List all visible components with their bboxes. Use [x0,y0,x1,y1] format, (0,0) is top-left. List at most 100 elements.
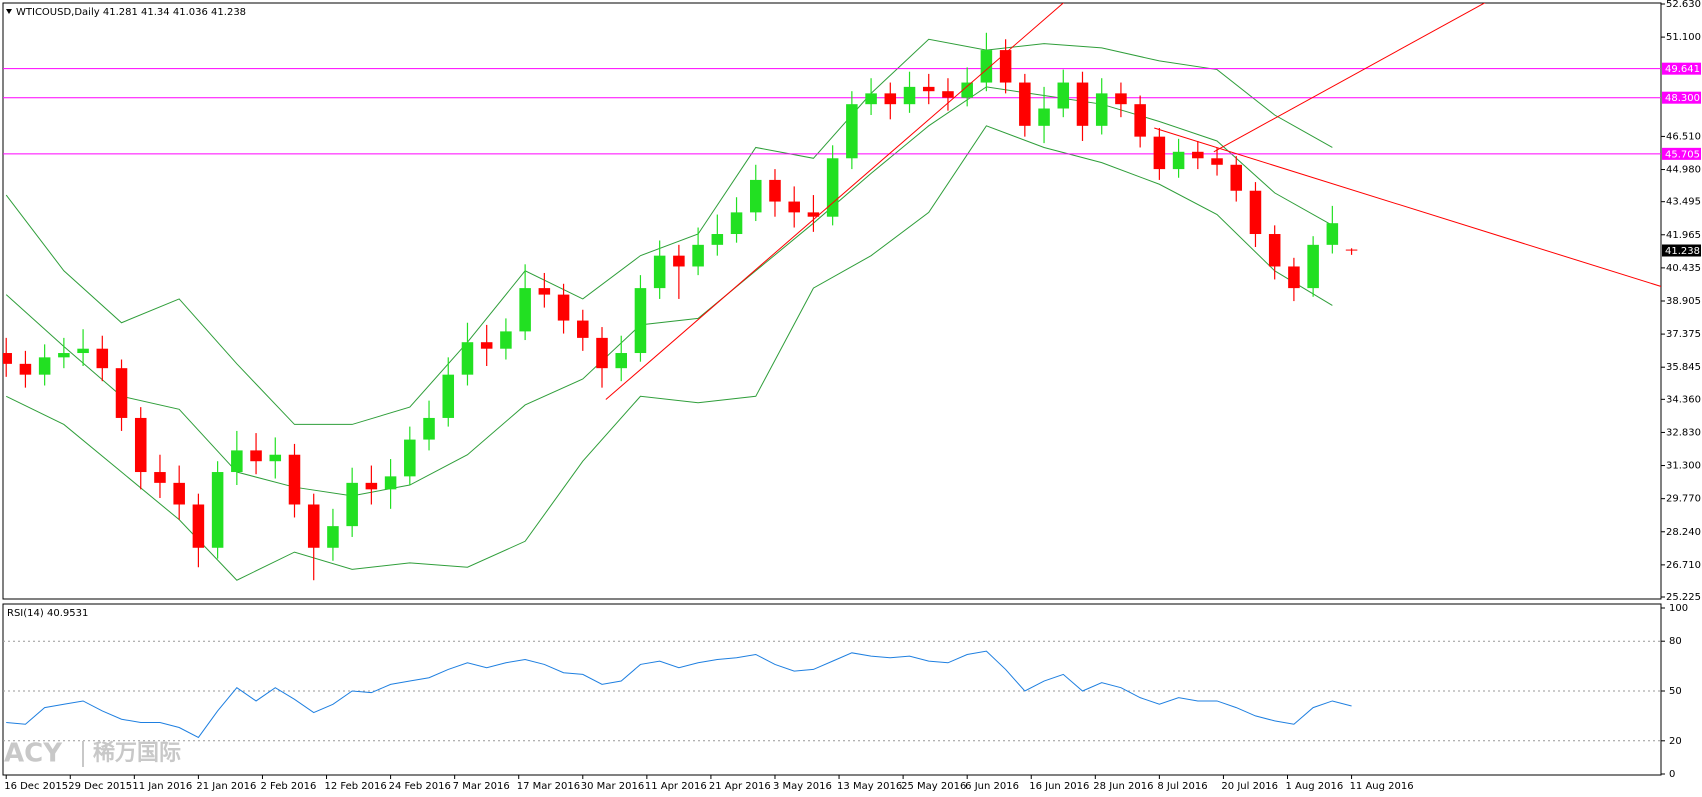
candle-body [269,454,282,462]
candle-body [134,417,147,473]
candle-body [1057,82,1070,109]
y-tick-label: 37.375 [1666,329,1701,340]
y-tick-label: 41.965 [1666,230,1701,241]
band-middle [5,86,1333,497]
x-tick-label: 12 Feb 2016 [325,781,387,792]
candle-body [1249,190,1262,235]
candle-body [288,454,301,505]
x-tick-label: 16 Dec 2015 [4,781,68,792]
candle-body [500,331,512,349]
y-tick-label: 50 [1669,686,1682,697]
y-tick-label: 80 [1669,636,1682,647]
candle-body [634,288,647,354]
y-tick-label: 35.845 [1666,362,1701,373]
candle-body [826,158,839,217]
x-tick-label: 11 Jan 2016 [132,781,192,792]
candle-body [1192,151,1204,159]
x-tick-label: 21 Apr 2016 [709,781,771,792]
candle-body [1115,93,1127,105]
candle-body [769,179,781,202]
candle-body [884,93,897,105]
candle-body [1326,223,1339,245]
y-tick-label: 29.770 [1666,494,1701,505]
candle-body [3,353,12,364]
candle-body [557,294,570,321]
y-tick-label: 28.240 [1666,527,1701,538]
candle-body [1211,158,1223,165]
candle-body [673,255,685,267]
candle-body [961,82,973,98]
x-tick-label: 6 Jun 2016 [965,781,1019,792]
x-tick-label: 3 May 2016 [773,781,832,792]
candle-body [692,244,704,267]
x-tick-label: 16 Jun 2016 [1029,781,1089,792]
candle-body [980,50,993,83]
x-tick-label: 11 Apr 2016 [645,781,707,792]
y-tick-label: 25.225 [1666,592,1701,603]
candle-body [461,342,474,375]
candle-body [1268,234,1281,267]
candle-body [1019,82,1031,126]
y-tick-label: 44.980 [1666,165,1701,176]
candle-body [19,363,32,375]
candle-body [154,472,166,483]
candle-body [423,417,435,440]
y-tick-label: 43.495 [1666,197,1701,208]
candle-body [115,368,128,418]
candle-body [999,50,1012,83]
candle-body [730,212,743,235]
candle-body [173,482,185,505]
level-label: 48.300 [1665,93,1700,104]
x-tick-label: 17 Mar 2016 [517,781,580,792]
axes: 49.641 48.300 45.705 52.630 51.100 46.510 44.9… [4,0,1701,792]
rsi-value: 40.9531 [47,608,88,619]
candle-body [1095,93,1108,126]
y-tick-label: 51.100 [1666,32,1701,43]
candle-body [1230,164,1243,191]
candle-body [711,234,724,245]
level-tag [1662,62,1701,75]
x-tick-label: 28 Jun 2016 [1093,781,1153,792]
y-tick-label: 52.630 [1666,0,1701,10]
y-tick-label: 40.435 [1666,263,1701,274]
candle-body [480,342,493,349]
candle-body [1153,136,1166,170]
candle-body [211,472,224,548]
price-tag-label: 41.238 [1665,246,1700,257]
candle-body [1134,104,1146,137]
candle-body [807,212,820,217]
candle-body [1076,82,1089,126]
y-tick-label: 20 [1669,736,1682,747]
y-tick-label: 46.510 [1666,131,1701,142]
candle-body [788,201,800,213]
candle-body [250,450,262,462]
candle-body [653,255,666,289]
candle-body [77,348,89,354]
candle-body [58,353,70,358]
level-tag [1662,147,1701,160]
candle-body [1307,244,1319,289]
price-tag [1662,244,1701,257]
main-panel [2,2,1662,600]
candle-body [38,357,51,375]
x-tick-label: 11 Aug 2016 [1350,781,1414,792]
x-tick-label: 29 Dec 2015 [68,781,132,792]
candle-body [865,93,877,105]
high-value: 41.34 [141,7,170,18]
y-tick-label: 0 [1669,769,1675,780]
open-value: 41.281 [103,7,138,18]
rsi-title: RSI(14) [7,608,44,619]
candle-body [307,504,320,548]
low-value: 41.036 [173,7,208,18]
candle-body [1038,108,1050,126]
x-tick-label: 20 Jul 2016 [1221,781,1278,792]
watermark-brand: ACY [4,739,63,769]
candle-body [596,337,608,369]
candle-body [442,374,455,418]
trendline [1213,3,1486,153]
x-tick-label: 25 May 2016 [901,781,966,792]
level-tag [1662,91,1701,104]
candle-body [577,320,589,338]
menu-icon [6,9,12,14]
